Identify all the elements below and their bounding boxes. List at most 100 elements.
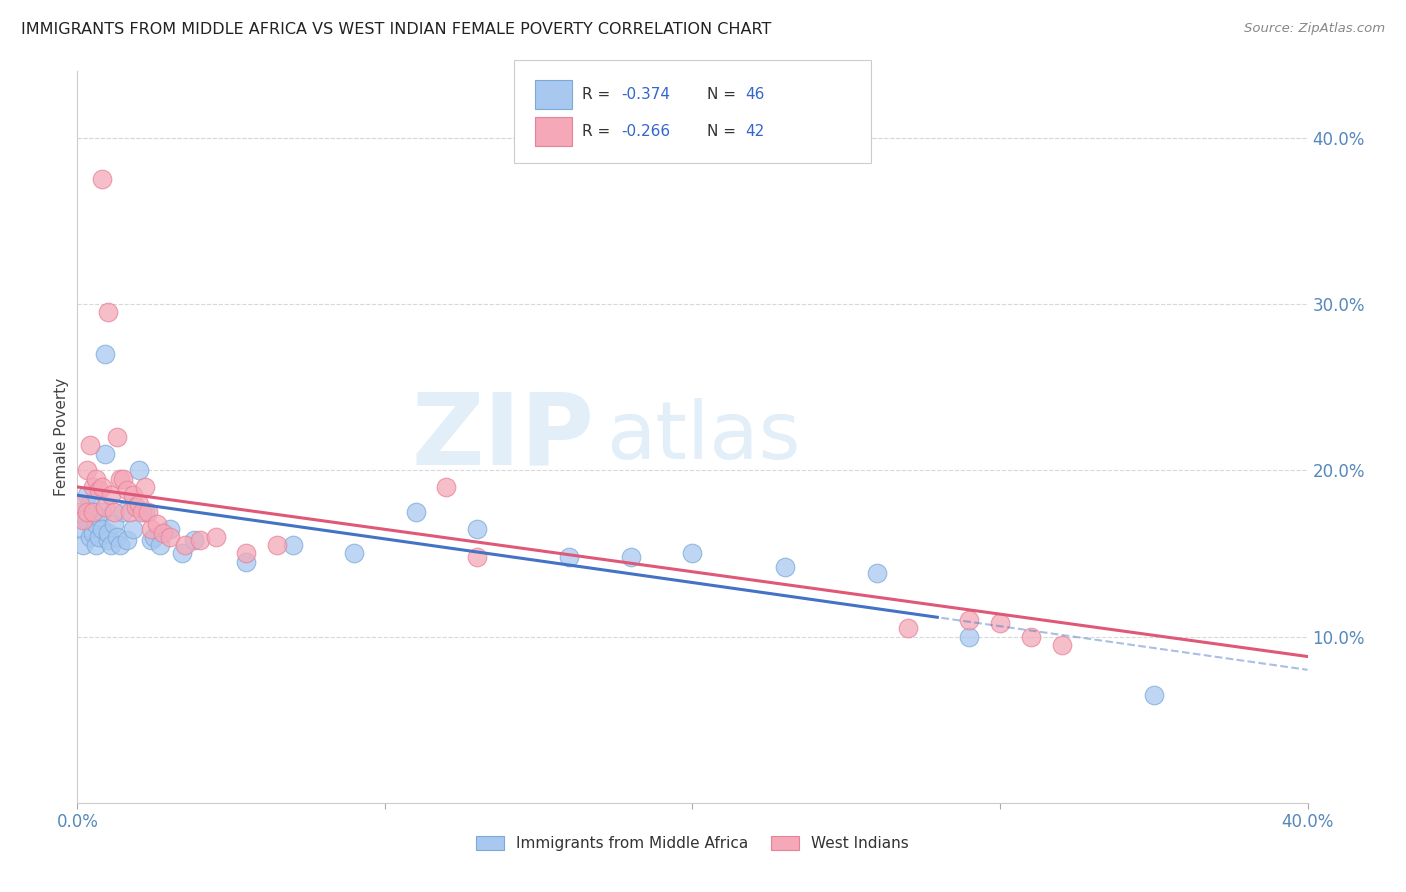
Point (103, 516, 125, 531)
Point (97, 305, 120, 319)
Text: Source: ZipAtlas.com: Source: ZipAtlas.com (1244, 22, 1385, 36)
Point (121, 521, 143, 535)
Point (97, 533, 120, 548)
Point (87, 530, 110, 544)
Point (76, 513, 98, 527)
Point (82, 505, 104, 519)
Point (134, 505, 156, 519)
Point (143, 530, 166, 544)
Point (76, 488, 98, 502)
Point (174, 538, 197, 552)
Point (79, 497, 101, 511)
Text: N =: N = (707, 124, 741, 139)
Point (183, 533, 205, 548)
Point (115, 533, 138, 548)
Point (90, 505, 114, 519)
Point (235, 555, 257, 569)
Point (69, 505, 91, 519)
Point (94, 347, 117, 361)
Point (128, 497, 150, 511)
FancyBboxPatch shape (536, 117, 572, 146)
Point (79, 438, 101, 452)
Point (100, 488, 122, 502)
Text: 42: 42 (745, 124, 765, 139)
Point (957, 613, 980, 627)
Text: ZIP: ZIP (411, 389, 595, 485)
Point (436, 480, 458, 494)
Text: atlas: atlas (606, 398, 800, 476)
Point (72, 513, 94, 527)
Point (773, 559, 796, 574)
Point (465, 549, 488, 564)
Point (115, 483, 138, 498)
Point (866, 566, 889, 581)
Point (1050, 638, 1073, 652)
Point (84, 538, 107, 552)
Point (897, 621, 920, 635)
Point (105, 530, 128, 544)
Text: IMMIGRANTS FROM MIDDLE AFRICA VS WEST INDIAN FEMALE POVERTY CORRELATION CHART: IMMIGRANTS FROM MIDDLE AFRICA VS WEST IN… (21, 22, 772, 37)
Point (90, 172, 114, 186)
Legend: Immigrants from Middle Africa, West Indians: Immigrants from Middle Africa, West Indi… (470, 830, 915, 857)
FancyBboxPatch shape (515, 61, 870, 163)
Point (112, 472, 135, 486)
Point (90, 521, 114, 535)
Point (103, 505, 125, 519)
Text: -0.374: -0.374 (621, 87, 671, 103)
Point (957, 630, 980, 644)
Point (72, 521, 94, 535)
Point (152, 526, 174, 541)
Point (1143, 688, 1166, 702)
Point (170, 546, 193, 560)
Point (84, 472, 107, 486)
Point (159, 521, 181, 535)
Point (620, 549, 643, 564)
Point (131, 505, 153, 519)
Point (266, 538, 288, 552)
Point (79, 530, 101, 544)
Text: R =: R = (582, 124, 614, 139)
Point (146, 516, 169, 531)
FancyBboxPatch shape (536, 80, 572, 110)
Point (343, 546, 366, 560)
Y-axis label: Female Poverty: Female Poverty (53, 378, 69, 496)
Point (1019, 630, 1042, 644)
Text: -0.266: -0.266 (621, 124, 671, 139)
Point (141, 533, 163, 548)
Point (100, 538, 122, 552)
Point (121, 488, 143, 502)
Point (118, 505, 141, 519)
Point (76, 463, 98, 477)
Point (112, 505, 135, 519)
Point (82, 480, 104, 494)
Point (90, 480, 114, 494)
Point (235, 546, 257, 560)
Point (69, 497, 91, 511)
Point (204, 530, 226, 544)
Point (94, 447, 117, 461)
Point (87, 509, 110, 524)
Point (682, 546, 704, 560)
Point (558, 549, 581, 564)
Point (141, 521, 163, 535)
Point (82, 526, 104, 541)
Point (82, 505, 104, 519)
Text: 46: 46 (745, 87, 765, 103)
Point (105, 430, 128, 444)
Point (97, 526, 120, 541)
Point (405, 505, 427, 519)
Point (110, 472, 132, 486)
Point (159, 530, 181, 544)
Point (94, 500, 117, 514)
Text: N =: N = (707, 87, 741, 103)
Point (149, 538, 172, 552)
Point (128, 463, 150, 477)
Point (125, 500, 148, 514)
Point (76, 505, 98, 519)
Point (84, 516, 107, 531)
Point (87, 483, 110, 498)
Point (281, 538, 304, 552)
Point (988, 616, 1011, 631)
Point (465, 521, 488, 535)
Point (188, 533, 212, 548)
